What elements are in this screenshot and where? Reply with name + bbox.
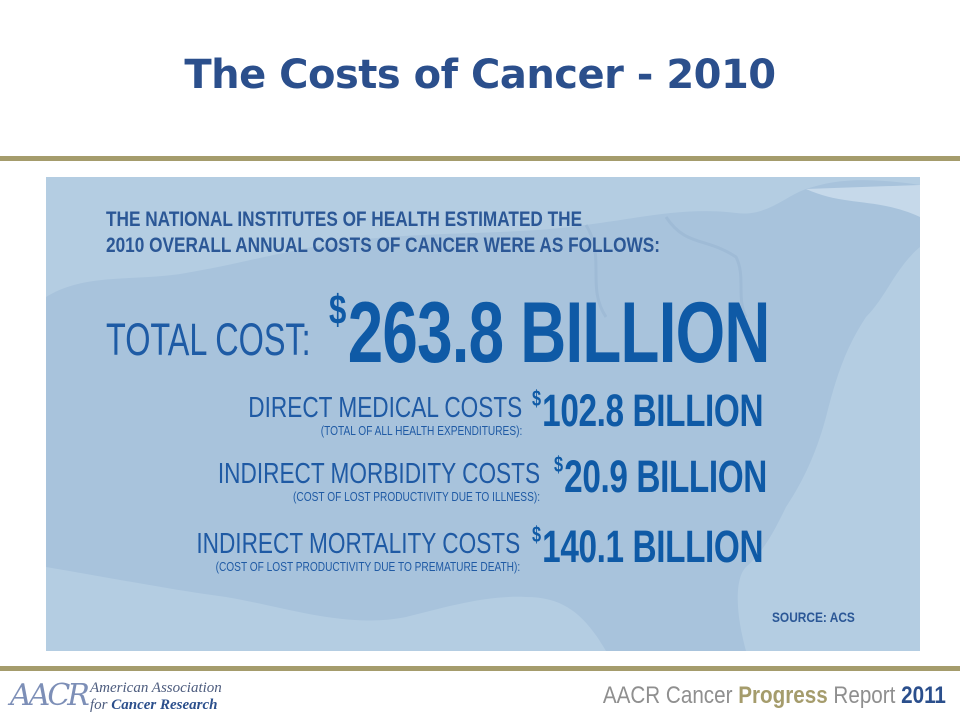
cost-row-currency: $ <box>532 522 541 547</box>
aacr-logo-mark: AACR <box>10 678 90 713</box>
report-mid: Report <box>833 682 896 709</box>
source-note: SOURCE: ACS <box>772 609 855 625</box>
cost-row-amount: 102.8 BILLION <box>542 385 764 436</box>
slide-title: The Costs of Cancer - 2010 <box>184 52 776 98</box>
cost-row-amount: 20.9 BILLION <box>564 451 767 502</box>
intro-line-2: 2010 OVERALL ANNUAL COSTS OF CANCER WERE… <box>106 234 660 257</box>
bottom-divider <box>0 666 960 671</box>
total-cost-value: $263.8 BILLION <box>329 284 770 383</box>
total-amount: 263.8 BILLION <box>347 285 771 381</box>
cost-row-subtitle: (COST OF LOST PRODUCTIVITY DUE TO PREMAT… <box>215 559 521 574</box>
cost-row-title: INDIRECT MORTALITY COSTS <box>196 528 520 560</box>
cost-row-label: INDIRECT MORBIDITY COSTS (COST OF LOST PR… <box>218 459 540 504</box>
total-cost-label: TOTAL COST: <box>106 314 311 365</box>
cost-row-value: $102.8 BILLION <box>532 385 764 437</box>
logo-line-1: American Association <box>90 680 222 696</box>
report-title: AACR Cancer Progress Report 2011 <box>603 682 946 710</box>
us-map-background <box>46 180 920 651</box>
intro-line-1: THE NATIONAL INSTITUTES OF HEALTH ESTIMA… <box>106 208 583 231</box>
cost-row-value: $140.1 BILLION <box>532 521 764 573</box>
cost-row-currency: $ <box>554 452 563 477</box>
cost-row-title: DIRECT MEDICAL COSTS <box>248 392 522 424</box>
aacr-logo-text: American Association for Cancer Research <box>90 680 222 714</box>
logo-line-2-bold: Cancer Research <box>111 697 218 713</box>
cost-row-subtitle: (COST OF LOST PRODUCTIVITY DUE TO ILLNES… <box>293 489 540 504</box>
logo-line-2-prefix: for <box>90 697 108 713</box>
report-year: 2011 <box>901 682 946 709</box>
cost-row-label: DIRECT MEDICAL COSTS (TOTAL OF ALL HEALTH… <box>248 393 522 438</box>
cost-row-amount: 140.1 BILLION <box>542 521 764 572</box>
cost-row-subtitle: (TOTAL OF ALL HEALTH EXPENDITURES): <box>320 423 522 438</box>
report-prefix: AACR Cancer <box>602 682 733 709</box>
cost-row-value: $20.9 BILLION <box>554 451 767 503</box>
intro-text: THE NATIONAL INSTITUTES OF HEALTH ESTIMA… <box>106 207 660 259</box>
cost-row-label: INDIRECT MORTALITY COSTS (COST OF LOST PR… <box>196 529 520 574</box>
total-currency: $ <box>329 286 346 333</box>
top-divider <box>0 156 960 161</box>
cost-row-title: INDIRECT MORBIDITY COSTS <box>217 458 540 490</box>
cost-row-currency: $ <box>532 386 541 411</box>
report-progress: Progress <box>738 682 828 709</box>
infographic-panel: THE NATIONAL INSTITUTES OF HEALTH ESTIMA… <box>46 177 920 651</box>
